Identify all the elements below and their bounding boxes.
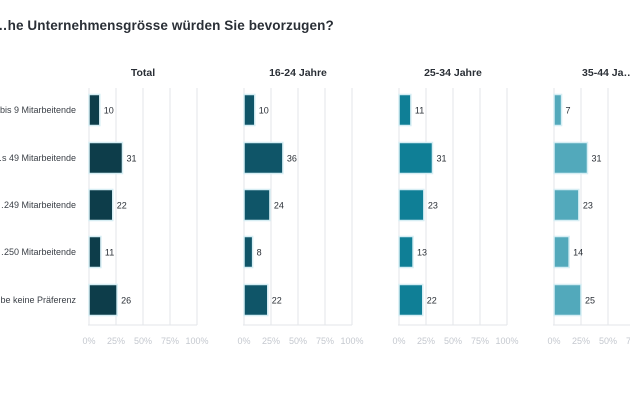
x-tick-label: 50% xyxy=(599,336,617,346)
x-tick-label: 0% xyxy=(237,336,250,346)
x-tick-label: 50% xyxy=(289,336,307,346)
value-label: 24 xyxy=(274,201,284,211)
value-label: 22 xyxy=(427,296,437,306)
x-tick-label: 50% xyxy=(444,336,462,346)
value-label: 11 xyxy=(105,248,114,258)
bar xyxy=(243,141,284,175)
panel-title: 35-44 Ja… xyxy=(582,67,630,79)
value-label: 23 xyxy=(428,201,438,211)
value-label: 11 xyxy=(415,106,424,116)
bar xyxy=(88,188,114,222)
value-label: 22 xyxy=(272,296,282,306)
x-tick-label: 25% xyxy=(572,336,590,346)
x-tick-label: 0% xyxy=(392,336,405,346)
bar xyxy=(553,283,582,317)
x-tick-label: 75% xyxy=(471,336,489,346)
x-tick-label: 75% xyxy=(161,336,179,346)
category-label: …250 Mitarbeitende xyxy=(0,247,76,257)
x-tick-label: 50% xyxy=(134,336,152,346)
category-label: …bis 9 Mitarbeitende xyxy=(0,105,76,115)
x-tick-label: 100% xyxy=(185,336,208,346)
bar xyxy=(88,283,118,317)
bar xyxy=(243,235,254,269)
value-label: 10 xyxy=(104,106,114,116)
x-tick-label: 25% xyxy=(262,336,280,346)
value-label: 13 xyxy=(417,248,427,258)
bar xyxy=(553,141,589,175)
chart-title: …he Unternehmensgrösse würden Sie bevorz… xyxy=(0,18,334,33)
x-tick-label: 75% xyxy=(316,336,334,346)
bar xyxy=(553,235,570,269)
category-label: …be keine Präferenz xyxy=(0,295,76,305)
x-tick-label: 25% xyxy=(417,336,435,346)
value-label: 23 xyxy=(583,201,593,211)
bar xyxy=(88,141,124,175)
bar xyxy=(553,93,563,127)
panel-title: Total xyxy=(131,67,155,79)
bar xyxy=(88,235,102,269)
bar xyxy=(398,141,434,175)
value-label: 22 xyxy=(117,201,127,211)
x-tick-label: 100% xyxy=(495,336,518,346)
x-tick-label: 100% xyxy=(340,336,363,346)
value-label: 7 xyxy=(566,106,571,116)
category-label: …s 49 Mitarbeitende xyxy=(0,153,76,163)
value-label: 31 xyxy=(591,154,601,164)
bar xyxy=(243,283,269,317)
category-label: …249 Mitarbeitende xyxy=(0,200,76,210)
value-label: 10 xyxy=(259,106,269,116)
bar xyxy=(88,93,101,127)
bar xyxy=(398,283,424,317)
x-tick-label: 0% xyxy=(82,336,95,346)
value-label: 31 xyxy=(436,154,446,164)
x-tick-label: 75% xyxy=(626,336,630,346)
bar xyxy=(243,93,256,127)
panel-title: 16-24 Jahre xyxy=(269,67,327,79)
value-label: 25 xyxy=(585,296,595,306)
bar xyxy=(398,93,412,127)
x-tick-label: 0% xyxy=(547,336,560,346)
value-label: 14 xyxy=(573,248,583,258)
panel-title: 25-34 Jahre xyxy=(424,67,482,79)
value-label: 8 xyxy=(257,248,262,258)
bar xyxy=(398,235,414,269)
bar xyxy=(243,188,271,222)
value-label: 36 xyxy=(287,154,297,164)
x-tick-label: 25% xyxy=(107,336,125,346)
bar xyxy=(553,188,580,222)
bar xyxy=(398,188,425,222)
value-label: 31 xyxy=(126,154,136,164)
value-label: 26 xyxy=(121,296,131,306)
